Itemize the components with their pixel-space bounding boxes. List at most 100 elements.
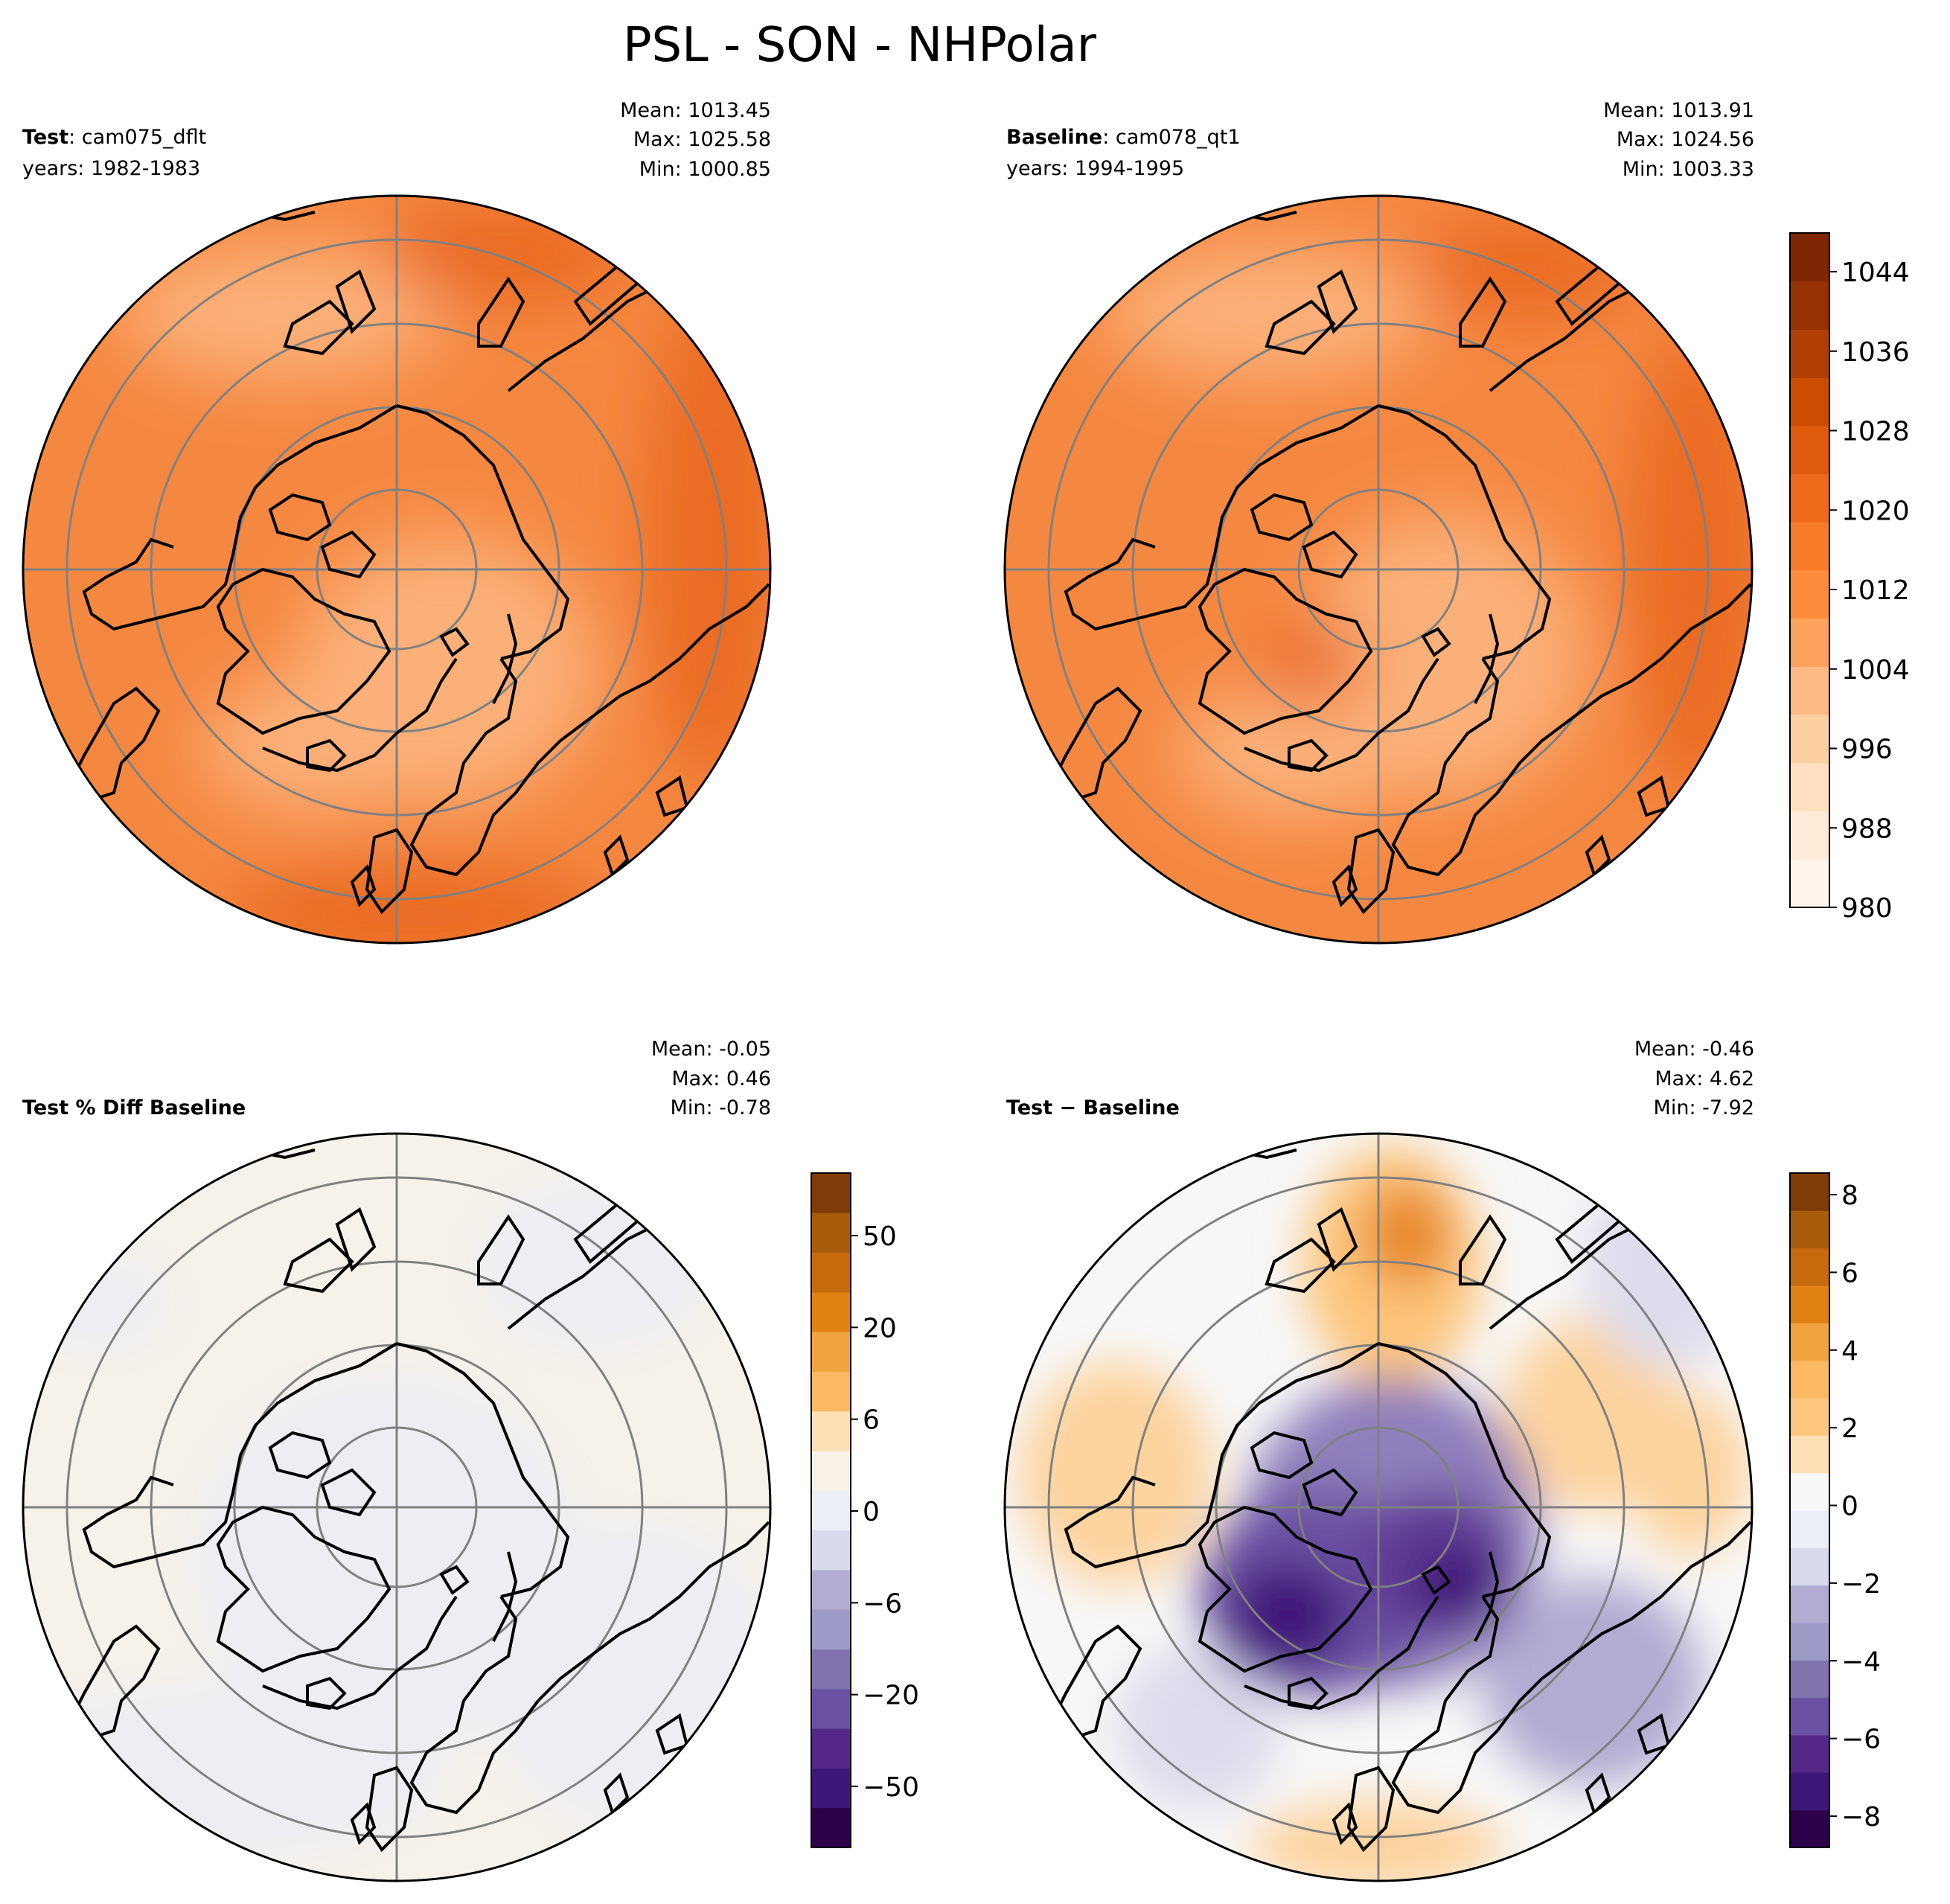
colorbar-pctdiff-swatch (811, 1332, 851, 1372)
colorbar-field-swatch (1790, 811, 1829, 860)
colorbar-pctdiff-swatch (811, 1569, 851, 1610)
colorbar-field-tick-label: 1044 (1841, 258, 1910, 288)
panel-pctdiff-min: Min: -0.78 (671, 1096, 771, 1119)
panel-test: Test: cam075_dflt years: 1982-1983 Mean:… (22, 99, 772, 945)
colorbar-diff-tick-label: −2 (1841, 1569, 1881, 1600)
colorbar-field-swatches (1790, 233, 1829, 908)
panel-test-label-bold: Test (22, 126, 68, 149)
colorbar-pctdiff-swatch (811, 1807, 851, 1848)
colorbar-diff-swatch (1790, 1772, 1829, 1811)
colorbar-pctdiff-tick-label: −50 (863, 1772, 919, 1803)
map-baseline-frame (1003, 194, 1754, 945)
panel-pctdiff-max: Max: 0.46 (671, 1067, 771, 1090)
panel-test-case: : cam075_dflt (68, 126, 206, 149)
colorbar-field-swatch (1790, 522, 1829, 571)
panel-test-min: Min: 1000.85 (639, 158, 771, 181)
colorbar-pctdiff-swatches (811, 1173, 851, 1848)
colorbar-diff-swatch (1790, 1547, 1829, 1586)
colorbar-diff-tick-label: −6 (1841, 1725, 1881, 1755)
colorbar-field-swatch (1790, 281, 1829, 330)
colorbar-field-tick-label: 1036 (1841, 337, 1910, 368)
colorbar-pctdiff-tick-label: 50 (863, 1221, 897, 1252)
colorbar-pctdiff-ticks: 50 20 6 0 −6 −20 −50 (851, 1221, 919, 1803)
map-diff-frame (1003, 1132, 1754, 1882)
colorbar-diff-swatch (1790, 1697, 1829, 1736)
panel-pctdiff-label: Test % Diff Baseline (22, 1096, 246, 1119)
colorbar-field-swatch (1790, 377, 1829, 427)
colorbar-field-tick-label: 988 (1841, 814, 1893, 844)
colorbar-diff-swatch (1790, 1623, 1829, 1661)
panel-test-max: Max: 1025.58 (633, 128, 771, 151)
colorbar-pctdiff-swatch (811, 1490, 851, 1531)
colorbar-diff-tick-label: 2 (1841, 1413, 1858, 1444)
colorbar-pctdiff-tick-label: 6 (863, 1405, 880, 1436)
colorbar-field-swatch (1790, 425, 1829, 475)
colorbar-diff-swatch (1790, 1173, 1829, 1211)
panel-baseline-years: years: 1994-1995 (1006, 157, 1184, 180)
colorbar-diff-tick-label: 8 (1841, 1181, 1858, 1211)
colorbar-diff-tick-label: 6 (1841, 1258, 1858, 1288)
panel-test-label: Test: cam075_dflt (22, 126, 206, 149)
panel-baseline-min: Min: 1003.33 (1623, 158, 1754, 181)
colorbar-field-tick-label: 996 (1841, 735, 1893, 765)
colorbar-pctdiff-swatch (811, 1609, 851, 1650)
colorbar-pctdiff-swatch (811, 1252, 851, 1293)
colorbar-field-tick-label: 1028 (1841, 417, 1910, 447)
colorbar-diff-tick-label: −4 (1841, 1646, 1881, 1677)
colorbar-diff-swatch (1790, 1285, 1829, 1323)
colorbar-diff-tick-label: 0 (1841, 1492, 1858, 1522)
panel-baseline-mean: Mean: 1013.91 (1603, 99, 1754, 122)
panel-diff-min: Min: -7.92 (1654, 1096, 1754, 1119)
colorbar-field-swatch (1790, 473, 1829, 523)
colorbar-field-swatch (1790, 570, 1829, 619)
colorbar-field-swatch (1790, 859, 1829, 908)
map-test (23, 196, 770, 943)
panel-baseline-case: : cam078_qt1 (1102, 126, 1240, 149)
colorbar-diff-swatch (1790, 1472, 1829, 1511)
colorbar-diff-swatch (1790, 1360, 1829, 1399)
colorbar-field-swatch (1790, 715, 1829, 764)
colorbar-field-tick-label: 980 (1841, 893, 1893, 924)
colorbar-diff-swatch (1790, 1247, 1829, 1286)
colorbar-diff-swatch (1790, 1735, 1829, 1773)
colorbar-pctdiff-swatch (811, 1291, 851, 1332)
panel-test-years: years: 1982-1983 (22, 157, 200, 180)
map-diff (1005, 1134, 1752, 1881)
colorbar-diff-swatch (1790, 1585, 1829, 1623)
colorbar-diff-swatch (1790, 1435, 1829, 1474)
colorbar-field-swatch (1790, 666, 1829, 715)
panel-baseline-max: Max: 1024.56 (1617, 128, 1754, 151)
panel-baseline-label: Baseline: cam078_qt1 (1006, 126, 1241, 149)
map-pctdiff (23, 1134, 770, 1881)
colorbar-diff-frame (1789, 1172, 1830, 1848)
colorbar-pctdiff-swatch (811, 1451, 851, 1491)
panel-baseline: Baseline: cam078_qt1 years: 1994-1995 Me… (1003, 99, 1754, 945)
colorbar-pctdiff-swatch (811, 1728, 851, 1769)
colorbar-field-tick-label: 1020 (1841, 496, 1910, 526)
colorbar-pctdiff-swatch (811, 1173, 851, 1213)
colorbar-pctdiff-tick-label: −6 (863, 1588, 902, 1619)
colorbar-diff-swatch (1790, 1809, 1829, 1848)
map-baseline (1005, 196, 1752, 943)
colorbar-diff: 8 6 4 2 0 −2 −4 −6 −8 (1789, 1172, 1881, 1848)
colorbar-field-ticks: 1044 1036 1028 1020 1012 1004 996 988 980 (1829, 258, 1910, 924)
colorbar-field-frame (1789, 232, 1830, 908)
colorbar-pctdiff: 50 20 6 0 −6 −20 −50 (811, 1172, 919, 1848)
colorbar-pctdiff-swatch (811, 1371, 851, 1412)
colorbar-pctdiff-swatch (811, 1411, 851, 1451)
panel-pctdiff-mean: Mean: -0.05 (651, 1038, 771, 1061)
colorbar-diff-swatch (1790, 1510, 1829, 1548)
panel-pctdiff: Test % Diff Baseline Mean: -0.05 Max: 0.… (22, 1038, 772, 1882)
colorbar-diff-tick-label: −8 (1841, 1802, 1881, 1833)
colorbar-diff-swatch (1790, 1210, 1829, 1249)
colorbar-field-swatch (1790, 762, 1829, 812)
colorbar-diff-ticks: 8 6 4 2 0 −2 −4 −6 −8 (1829, 1181, 1881, 1833)
panel-baseline-label-bold: Baseline (1006, 126, 1102, 149)
colorbar-field-swatch (1790, 329, 1829, 378)
colorbar-pctdiff-swatch (811, 1530, 851, 1571)
colorbar-field-swatch (1790, 618, 1829, 667)
colorbar-diff-swatch (1790, 1398, 1829, 1436)
colorbar-pctdiff-swatch (811, 1688, 851, 1729)
panel-diff-max: Max: 4.62 (1655, 1067, 1754, 1090)
